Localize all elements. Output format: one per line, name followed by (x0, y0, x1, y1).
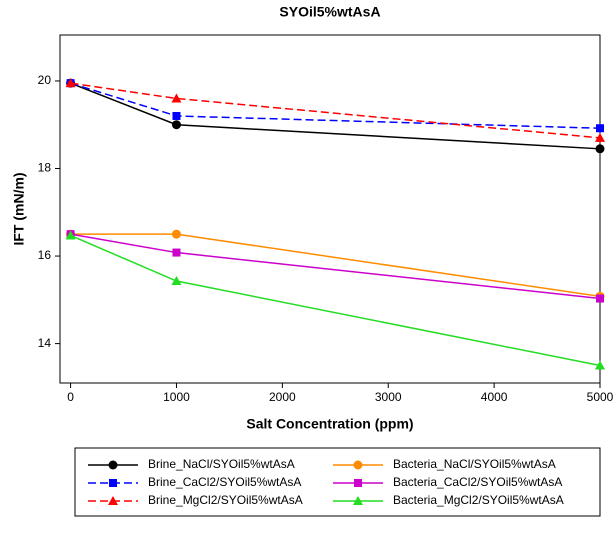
legend-marker (109, 479, 117, 487)
series-line (70, 82, 601, 129)
marker (171, 120, 181, 130)
legend-frame (74, 447, 601, 517)
legend-label: Brine_CaCl2/SYOil5%wtAsA (148, 475, 301, 489)
marker (596, 124, 604, 133)
x-tick-label: 3000 (375, 390, 402, 404)
marker (172, 248, 181, 257)
legend-label: Bacteria_CaCl2/SYOil5%wtAsA (393, 475, 562, 489)
x-tick-label: 4000 (481, 390, 508, 404)
series-line (70, 234, 601, 367)
legend-marker (354, 479, 362, 487)
marker (171, 276, 182, 286)
legend-marker (353, 496, 363, 505)
marker (65, 230, 76, 240)
x-tick-label: 2000 (269, 390, 296, 404)
marker (595, 144, 605, 154)
legend-marker (108, 460, 118, 470)
y-tick-label: 14 (38, 336, 52, 350)
legend-label: Brine_NaCl/SYOil5%wtAsA (148, 457, 295, 471)
legend-marker (108, 496, 118, 505)
marker (65, 78, 76, 88)
marker (595, 132, 605, 142)
marker (172, 111, 181, 120)
series-line (70, 82, 601, 150)
y-tick-label: 20 (38, 73, 52, 87)
marker (595, 360, 605, 370)
series-line (70, 233, 601, 298)
chart-title: SYOil5%wtAsA (279, 4, 380, 20)
plot-frame (59, 34, 601, 384)
x-axis-label: Salt Concentration (ppm) (246, 416, 413, 432)
legend-label: Brine_MgCl2/SYOil5%wtAsA (148, 493, 303, 507)
legend-marker (353, 460, 363, 470)
x-tick-label: 5000 (587, 390, 614, 404)
legend-label: Bacteria_NaCl/SYOil5%wtAsA (393, 457, 556, 471)
x-tick-label: 0 (67, 390, 74, 404)
marker (171, 229, 181, 239)
y-axis-label: IFT (mN/m) (11, 172, 27, 245)
marker (596, 294, 604, 303)
legend-label: Bacteria_MgCl2/SYOil5%wtAsA (393, 493, 564, 507)
series-line (70, 233, 601, 300)
y-tick-label: 18 (38, 161, 52, 175)
series-line (70, 82, 601, 139)
y-tick-label: 16 (38, 248, 52, 262)
marker (171, 93, 182, 103)
x-tick-label: 1000 (163, 390, 190, 404)
